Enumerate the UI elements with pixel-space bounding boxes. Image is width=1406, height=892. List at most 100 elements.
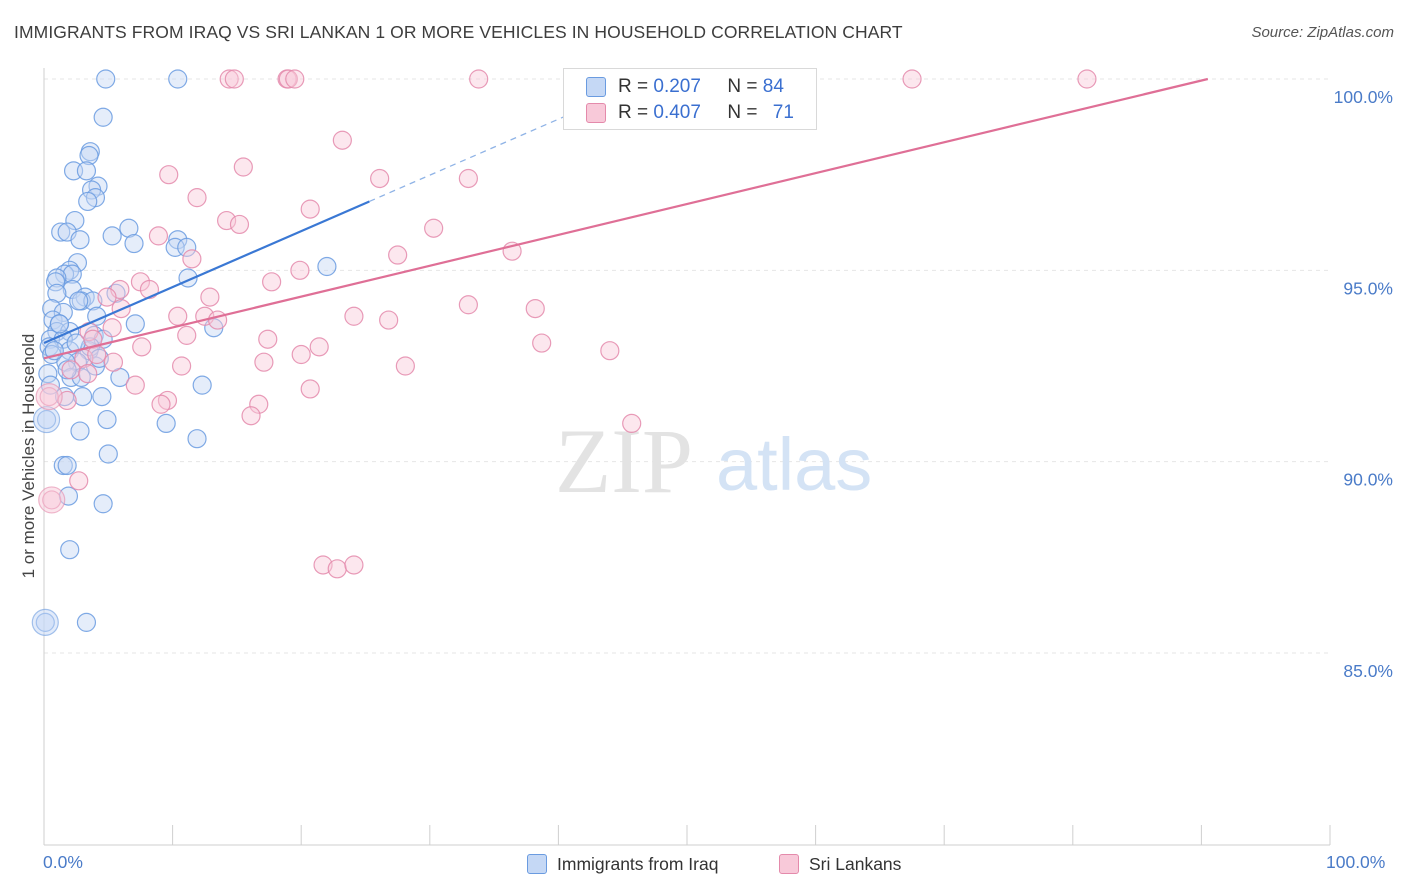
srilankan-point: [300, 199, 320, 219]
srilankan-point: [69, 471, 89, 491]
srilankan-point: [200, 287, 220, 307]
srilankan-point: [97, 287, 117, 307]
srilankan-point: [241, 406, 261, 426]
iraq-point: [156, 413, 176, 433]
source-credit: Source: ZipAtlas.com: [1251, 24, 1394, 41]
iraq-point: [124, 233, 144, 254]
srilankan-point: [177, 325, 197, 345]
bottom-legend-swatch-srilankan: [779, 854, 799, 874]
srilankan-point: [159, 165, 179, 185]
iraq-point: [70, 421, 90, 441]
chart-title: IMMIGRANTS FROM IRAQ VS SRI LANKAN 1 OR …: [14, 22, 903, 42]
srilankan-point: [278, 69, 298, 89]
srilankan-point: [285, 69, 305, 89]
srilankan-point: [258, 329, 278, 349]
iraq-point-large: [31, 608, 59, 636]
srilankan-point-large: [35, 383, 63, 411]
legend-n-label: N =: [727, 102, 763, 123]
legend-r-value: 0.407: [653, 102, 701, 123]
srilankan-point: [208, 310, 228, 330]
iraq-point: [93, 107, 113, 127]
iraq-point: [102, 226, 122, 246]
stats-legend: R = 0.207 N = 84 R = 0.407 N = 71: [563, 68, 817, 130]
srilankan-point: [125, 375, 145, 395]
srilankan-point: [249, 394, 269, 414]
srilankan-point: [182, 249, 202, 269]
iraq-point: [53, 302, 73, 323]
bottom-legend-label-iraq: Immigrants from Iraq: [557, 853, 719, 874]
legend-n-label: N =: [727, 76, 763, 97]
watermark-atlas: atlas: [716, 423, 872, 506]
iraq-point: [69, 291, 89, 311]
srilankan-point: [172, 356, 192, 376]
iraq-point: [76, 161, 97, 181]
iraq-point: [51, 222, 71, 242]
srilankan-point: [168, 306, 188, 326]
legend-r-value: 0.207: [653, 76, 701, 97]
srilankan-point: [344, 555, 364, 575]
srilankan-point: [388, 245, 408, 265]
iraq-point: [125, 314, 145, 334]
srilankan-point: [254, 352, 274, 372]
iraq-point-large: [32, 405, 61, 434]
srilankan-point: [300, 379, 320, 399]
srilankan-point: [332, 130, 352, 150]
y-tick-label: 85.0%: [1343, 661, 1393, 681]
iraq-point: [187, 429, 207, 449]
srilankan-point: [83, 329, 103, 349]
legend-row-iraq: R = 0.207 N = 84: [586, 73, 784, 101]
iraq-point: [192, 375, 212, 395]
iraq-point: [93, 494, 113, 514]
srilankan-point: [458, 168, 478, 189]
srilankan-point: [78, 364, 98, 384]
iraq-trend-line: [43, 200, 370, 345]
srilankan-point: [344, 306, 364, 326]
srilankan-point: [532, 333, 552, 353]
srilankan-point: [229, 214, 250, 235]
x-tick-label-max: 100.0%: [1326, 852, 1386, 872]
srilankan-point: [187, 188, 207, 208]
srilankan-point: [148, 226, 169, 246]
iraq-point: [62, 264, 82, 284]
legend-r-label: R =: [618, 102, 654, 123]
bottom-legend-srilankan[interactable]: Sri Lankans: [779, 850, 901, 878]
srilankan-point: [458, 295, 478, 315]
legend-n-value: 84: [762, 76, 784, 97]
trend-lines: [43, 77, 1209, 360]
srilankan-point: [139, 279, 160, 300]
iraq-point: [60, 540, 80, 560]
iraq-point: [49, 314, 70, 334]
iraq-point: [165, 237, 185, 257]
iraq-point: [38, 364, 58, 384]
iraq-point: [98, 444, 118, 464]
srilankan-point: [424, 218, 444, 238]
legend-swatch-srilankan: [586, 103, 606, 123]
srilankan-point: [600, 341, 620, 361]
legend-swatch-iraq: [586, 77, 606, 97]
iraq-point: [177, 237, 197, 257]
srilankan-point: [525, 299, 545, 319]
bottom-legend-swatch-iraq: [527, 854, 547, 874]
srilankan-point: [151, 394, 171, 414]
iraq-point: [79, 145, 99, 166]
srilankan-point: [379, 310, 399, 330]
series-srilankan-points: [35, 69, 1097, 579]
srilankan-point: [262, 272, 282, 292]
srilankan-point: [395, 356, 415, 376]
iraq-point: [65, 210, 85, 231]
srilankan-point: [132, 337, 152, 357]
bottom-legend: Immigrants from Iraq Sri Lankans: [0, 850, 1406, 878]
axes: [43, 68, 1331, 846]
bottom-legend-label-srilankan: Sri Lankans: [809, 853, 902, 874]
srilankan-point: [219, 69, 239, 89]
srilankan-point: [217, 210, 237, 231]
iraq-point: [57, 455, 77, 476]
iraq-point: [67, 253, 88, 273]
legend-n-value: 71: [772, 102, 794, 123]
srilankan-point: [370, 168, 390, 189]
iraq-point: [70, 230, 90, 250]
iraq-point: [317, 256, 337, 277]
x-tick-label-min: 0.0%: [43, 852, 83, 872]
bottom-legend-iraq[interactable]: Immigrants from Iraq: [527, 850, 718, 878]
